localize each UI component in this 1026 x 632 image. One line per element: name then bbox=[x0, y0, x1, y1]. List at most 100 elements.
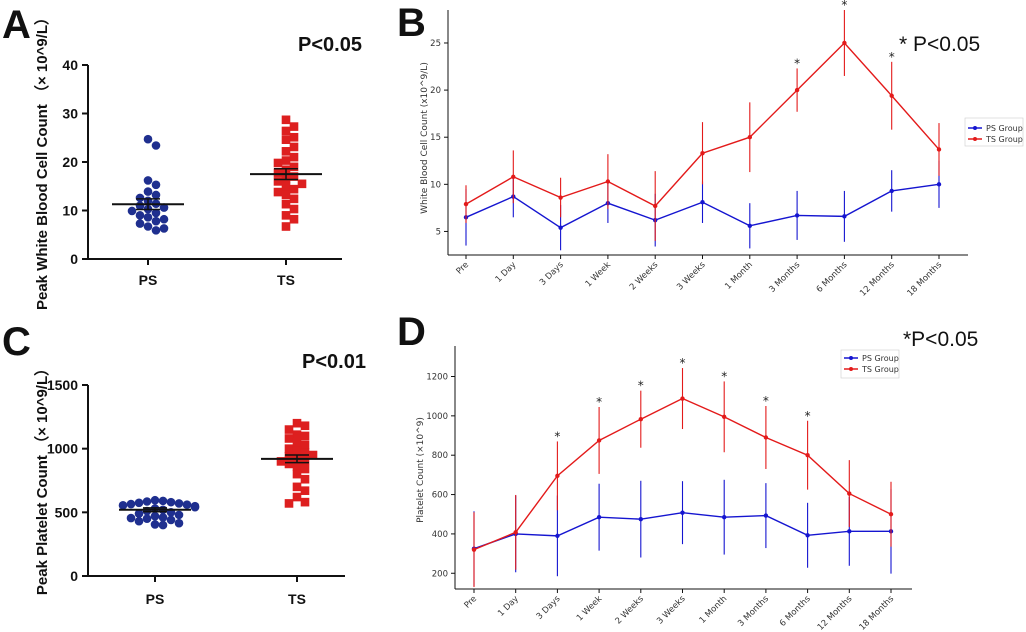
ts-data-point bbox=[284, 425, 294, 434]
significance-star: * bbox=[763, 394, 769, 408]
ps-data-point bbox=[142, 514, 152, 523]
ts-data-point bbox=[281, 182, 291, 192]
significance-star: * bbox=[889, 50, 895, 64]
x-tick-label: 1 Month bbox=[698, 594, 730, 626]
ts-data-point bbox=[555, 473, 560, 479]
panel-a-x-tick-ts: TS bbox=[277, 272, 295, 288]
ps-data-point bbox=[135, 211, 145, 220]
panel-c-x-tick-ts: TS bbox=[288, 591, 306, 607]
panel-letter-c: C bbox=[2, 320, 31, 364]
ps-data-point bbox=[936, 182, 942, 187]
panel-letter-b: B bbox=[397, 1, 426, 45]
ts-data-point bbox=[680, 396, 685, 401]
ts-data-point bbox=[300, 497, 310, 507]
x-tick-label: 1 Day bbox=[494, 260, 519, 285]
x-tick-label: 1 Day bbox=[496, 594, 521, 619]
panel-d-legend-box bbox=[840, 349, 900, 379]
panel-b: B * P<0.05 White Blood Cell Count (x10^9… bbox=[397, 0, 1024, 299]
ts-data-point bbox=[471, 547, 477, 552]
ts-data-point bbox=[292, 430, 302, 439]
panel-d-legend-ts-label: TS Group bbox=[861, 365, 899, 374]
ts-data-point bbox=[289, 152, 299, 162]
ts-data-point bbox=[292, 482, 302, 492]
ps-data-point bbox=[158, 520, 168, 530]
ts-data-point bbox=[292, 438, 302, 447]
ts-data-point bbox=[284, 459, 294, 469]
y-tick-label: 0 bbox=[70, 251, 78, 267]
ts-data-point bbox=[276, 457, 286, 466]
ts-data-point bbox=[292, 469, 302, 479]
ts-data-point bbox=[297, 179, 307, 189]
ts-data-point bbox=[281, 147, 291, 156]
ts-data-point bbox=[936, 147, 942, 152]
ts-data-point bbox=[289, 184, 299, 194]
ts-data-point bbox=[747, 135, 752, 140]
ts-data-point bbox=[638, 416, 643, 422]
x-tick-label: 3 Days bbox=[538, 260, 566, 288]
ts-data-point bbox=[300, 486, 310, 495]
panel-a-annotation: P<0.05 bbox=[298, 34, 362, 56]
ps-data-point bbox=[842, 214, 847, 219]
ps-data-point bbox=[151, 226, 161, 235]
x-tick-label: 1 Month bbox=[723, 260, 755, 292]
significance-star: * bbox=[596, 395, 602, 409]
y-tick-label: 5 bbox=[436, 227, 441, 237]
ts-data-point bbox=[289, 162, 299, 172]
ps-data-point bbox=[166, 515, 176, 525]
ps-data-point bbox=[126, 499, 136, 509]
ps-data-point bbox=[182, 500, 192, 509]
panel-letter-d: D bbox=[397, 310, 426, 354]
panel-b-legend: PS Group TS Group bbox=[964, 117, 1024, 147]
ts-data-point bbox=[284, 434, 294, 443]
panel-d-annotation: *P<0.05 bbox=[903, 328, 978, 351]
ts-data-point bbox=[292, 492, 302, 502]
x-tick-label: 18 Months bbox=[858, 594, 897, 632]
ts-data-point bbox=[653, 203, 658, 209]
x-tick-label: 3 Months bbox=[767, 260, 802, 295]
y-tick-label: 30 bbox=[62, 106, 78, 122]
panel-a-y-axis-label: Peak White Blood Cell Count （× 10^9/L） bbox=[33, 10, 51, 310]
y-tick-label: 1500 bbox=[47, 377, 78, 393]
ts-data-point bbox=[888, 512, 894, 517]
panel-b-annotation: * P<0.05 bbox=[899, 33, 980, 56]
panel-d-y-axis-label: Platelet Count (×10^9) bbox=[416, 417, 426, 523]
ts-data-point bbox=[511, 174, 516, 179]
ts-data-point bbox=[292, 462, 302, 471]
y-tick-label: 0 bbox=[70, 568, 78, 584]
ps-data-point bbox=[159, 224, 169, 233]
ts-data-point bbox=[722, 414, 727, 420]
significance-star: * bbox=[805, 409, 811, 423]
ts-data-point bbox=[308, 450, 318, 460]
ps-data-point bbox=[151, 190, 161, 200]
ts-data-point bbox=[281, 199, 291, 209]
panel-d: D *P<0.05 Platelet Count (×10^9) 200 400 6… bbox=[397, 310, 978, 632]
ts-data-point bbox=[292, 446, 302, 455]
ps-data-point bbox=[143, 176, 153, 185]
y-tick-label: 1200 bbox=[426, 372, 448, 382]
y-tick-label: 1000 bbox=[426, 412, 448, 422]
ts-data-point bbox=[284, 499, 294, 508]
ps-data-point bbox=[558, 225, 563, 230]
ps-data-point bbox=[847, 529, 852, 534]
y-tick-label: 200 bbox=[432, 569, 448, 579]
y-tick-label: 800 bbox=[432, 451, 448, 461]
ps-data-point bbox=[638, 516, 643, 522]
x-tick-label: 12 Months bbox=[858, 260, 897, 299]
ps-data-point bbox=[135, 193, 145, 203]
ps-data-point bbox=[680, 510, 685, 515]
ts-data-point bbox=[596, 438, 602, 443]
y-tick-label: 400 bbox=[432, 530, 448, 540]
ts-data-point bbox=[300, 456, 310, 466]
ts-data-point bbox=[273, 187, 283, 197]
panel-b-legend-ps-label: PS Group bbox=[986, 124, 1023, 133]
ps-data-point bbox=[805, 533, 810, 538]
ps-data-point bbox=[135, 201, 145, 210]
ts-data-point bbox=[281, 135, 291, 144]
ts-data-point bbox=[300, 474, 310, 484]
ps-data-point bbox=[174, 499, 184, 508]
panel-d-legend-ps-label: PS Group bbox=[862, 354, 899, 363]
ts-data-point bbox=[289, 214, 299, 224]
significance-star: * bbox=[721, 369, 727, 383]
significance-star: * bbox=[794, 56, 800, 70]
